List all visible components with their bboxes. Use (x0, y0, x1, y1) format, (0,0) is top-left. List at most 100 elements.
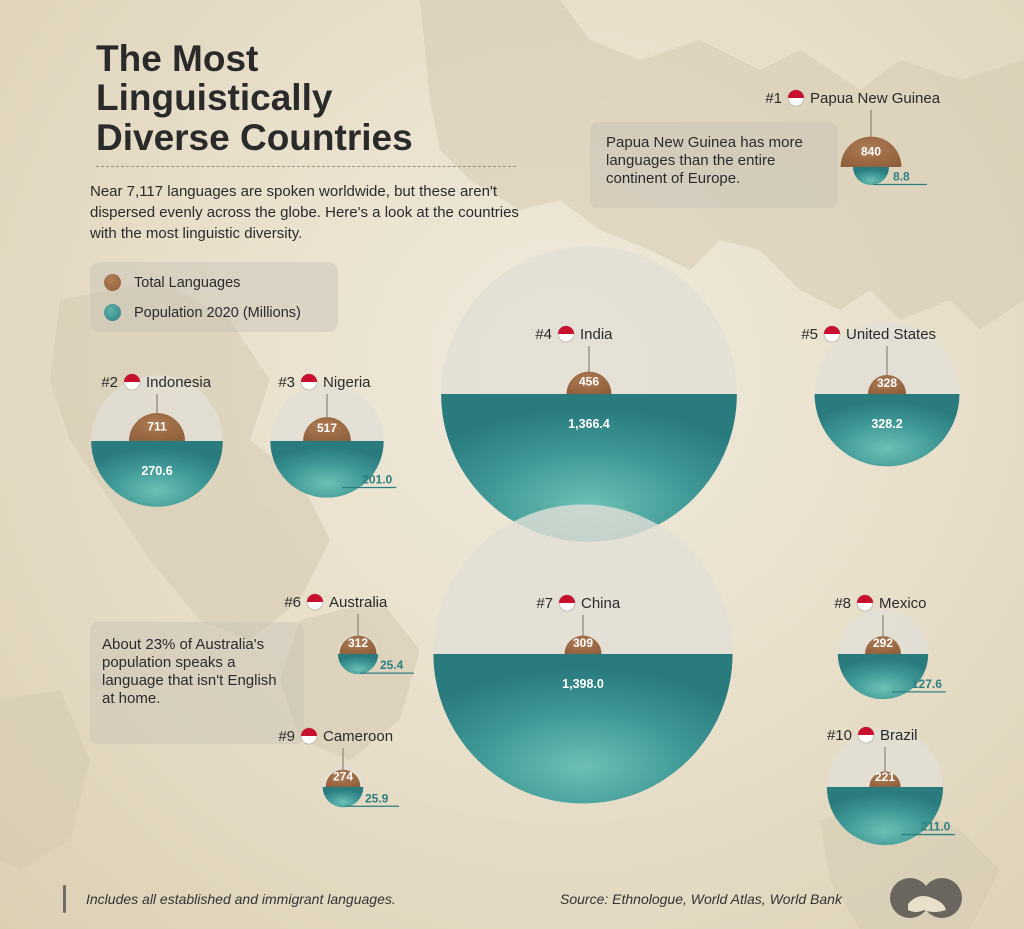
population-semicircle-indonesia (91, 441, 223, 507)
flag-icon-stripe-australia (307, 594, 323, 602)
country-bubble-indonesia: #2 Indonesia 711 270.6 (91, 373, 223, 507)
languages-value-papua-new-guinea: 840 (861, 144, 881, 158)
population-semicircle-australia (337, 654, 379, 675)
population-value-cameroon: 25.9 (365, 791, 389, 805)
population-value-australia: 25.4 (380, 658, 404, 672)
languages-semicircle-indonesia (129, 413, 185, 441)
country-label-china: China (581, 595, 621, 612)
flag-icon-stripe-mexico (857, 595, 873, 603)
rank-label-mexico: #8 (834, 595, 851, 612)
rank-label-brazil: #10 (827, 727, 852, 744)
country-bubble-cameroon: #9 Cameroon 274 25.9 (278, 727, 399, 808)
legend-item-languages: Total Languages (104, 274, 240, 291)
country-bubble-united-states: #5 United States 328 328.2 (801, 321, 960, 467)
languages-semicircle-cameroon (325, 769, 361, 787)
languages-semicircle-brazil (869, 771, 901, 787)
flag-icon-stripe-china (559, 595, 575, 603)
footnote: Includes all established and immigrant l… (86, 891, 396, 907)
rank-label-india: #4 (535, 326, 552, 343)
population-semicircle-united-states (814, 394, 960, 467)
population-value-china: 1,398.0 (562, 677, 604, 691)
languages-value-united-states: 328 (877, 376, 897, 390)
visual-capitalist-logo-icon (890, 878, 962, 918)
country-label-mexico: Mexico (879, 595, 927, 612)
languages-value-india: 456 (579, 374, 599, 388)
rank-label-indonesia: #2 (101, 374, 118, 391)
languages-semicircle-mexico (865, 636, 901, 654)
languages-value-china: 309 (573, 636, 593, 650)
population-value-nigeria: 201.0 (362, 473, 392, 487)
country-bubble-brazil: #10 Brazil 221 211.0 (826, 726, 955, 846)
languages-value-australia: 312 (348, 636, 368, 650)
png-callout: Papua New Guinea has more languages than… (590, 122, 838, 208)
languages-value-nigeria: 517 (317, 421, 337, 435)
population-semicircle-india (441, 394, 737, 542)
languages-value-indonesia: 711 (147, 419, 167, 433)
country-bubble-australia: #6 Australia 312 25.4 (284, 593, 414, 675)
population-semicircle-brazil (826, 787, 944, 846)
legend-languages-label: Total Languages (134, 274, 241, 291)
legend-population-label: Population 2020 (Millions) (134, 304, 301, 321)
population-semicircle-cameroon (322, 787, 364, 808)
country-bubble-india: #4 India 456 1,366.4 (441, 246, 737, 542)
population-value-papua-new-guinea: 8.8 (893, 170, 910, 184)
country-label-united-states: United States (846, 326, 936, 343)
legend-population-swatch (104, 304, 121, 321)
flag-icon-stripe-united-states (824, 326, 840, 334)
languages-value-brazil: 221 (875, 770, 895, 784)
population-semicircle-papua-new-guinea (853, 167, 889, 185)
subtitle: Near 7,117 languages are spoken worldwid… (90, 183, 519, 242)
legend-languages-swatch (104, 274, 121, 291)
country-label-indonesia: Indonesia (146, 374, 212, 391)
country-label-cameroon: Cameroon (323, 728, 393, 745)
flag-icon-stripe-nigeria (301, 374, 317, 382)
languages-semicircle-nigeria (303, 417, 351, 441)
flag-icon-stripe-india (558, 326, 574, 334)
country-label-australia: Australia (329, 594, 388, 611)
population-semicircle-china (433, 654, 733, 804)
rank-label-cameroon: #9 (278, 728, 295, 745)
legend: Total Languages Population 2020 (Million… (90, 262, 338, 332)
source-note: Source: Ethnologue, World Atlas, World B… (560, 891, 842, 907)
languages-semicircle-australia (339, 635, 377, 654)
population-value-indonesia: 270.6 (141, 464, 172, 478)
page-title-line-3: Diverse Countries (96, 117, 413, 158)
title-divider (96, 166, 516, 167)
country-bubble-mexico: #8 Mexico 292 127.6 (834, 594, 946, 700)
rank-label-australia: #6 (284, 594, 301, 611)
population-value-united-states: 328.2 (871, 417, 902, 431)
rank-label-united-states: #5 (801, 326, 818, 343)
population-value-brazil: 211.0 (921, 820, 951, 834)
country-bubble-nigeria: #3 Nigeria 517 201.0 (270, 373, 397, 498)
flag-icon-stripe-papua-new-guinea (788, 90, 804, 98)
country-bubble-papua-new-guinea: #1 Papua New Guinea 840 8.8 (765, 89, 941, 186)
population-semicircle-nigeria (270, 441, 384, 498)
flag-icon-stripe-cameroon (301, 728, 317, 736)
page-title-line-1: The Most (96, 38, 259, 79)
country-label-papua-new-guinea: Papua New Guinea (810, 90, 941, 107)
population-value-mexico: 127.6 (912, 677, 942, 691)
flag-icon-stripe-indonesia (124, 374, 140, 382)
australia-callout: About 23% of Australia's population spea… (90, 622, 304, 744)
country-label-india: India (580, 326, 613, 343)
rank-label-nigeria: #3 (278, 374, 295, 391)
country-label-nigeria: Nigeria (323, 374, 371, 391)
languages-semicircle-united-states (867, 374, 907, 394)
rank-label-papua-new-guinea: #1 (765, 90, 782, 107)
country-bubble-china: #7 China 309 1,398.0 (433, 504, 733, 804)
languages-value-mexico: 292 (873, 636, 893, 650)
languages-semicircle-india (566, 371, 612, 394)
population-value-india: 1,366.4 (568, 417, 610, 431)
legend-item-population: Population 2020 (Millions) (104, 304, 301, 321)
rank-label-china: #7 (536, 595, 553, 612)
languages-value-cameroon: 274 (333, 769, 353, 783)
population-semicircle-mexico (837, 654, 929, 700)
languages-semicircle-papua-new-guinea (840, 136, 902, 167)
country-label-brazil: Brazil (880, 727, 918, 744)
footer-bar (63, 885, 66, 913)
languages-semicircle-china (564, 635, 602, 654)
page-title-line-2: Linguistically (96, 77, 333, 118)
flag-icon-stripe-brazil (858, 727, 874, 735)
